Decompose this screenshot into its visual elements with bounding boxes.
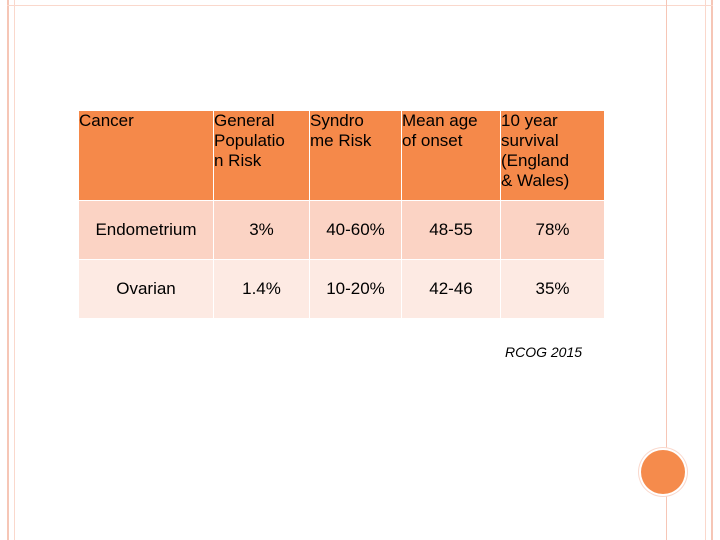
slide-top-line: [7, 5, 713, 6]
cell-mean-age: 48-55: [401, 200, 501, 260]
cell-mean-age: 42-46: [401, 259, 501, 319]
slide-frame-outer: [7, 0, 713, 540]
cell-syndrome-risk: 10-20%: [309, 259, 402, 319]
cell-cancer: Endometrium: [78, 200, 214, 260]
table-row: Ovarian 1.4% 10-20% 42-46 35%: [78, 259, 605, 319]
decorative-circle: [641, 450, 685, 494]
header-mean-age-of-onset: Mean age of onset: [401, 110, 501, 201]
cell-cancer: Ovarian: [78, 259, 214, 319]
header-general-population-risk: General Populatio n Risk: [213, 110, 310, 201]
slide-frame-inner: [14, 0, 706, 540]
header-cancer: Cancer: [78, 110, 214, 201]
slide-side-rule: [666, 0, 667, 540]
header-10-year-survival: 10 year survival (England & Wales): [500, 110, 605, 201]
table-row: Endometrium 3% 40-60% 48-55 78%: [78, 200, 605, 260]
table-header-row: Cancer General Populatio n Risk Syndro m…: [78, 110, 605, 201]
cell-syndrome-risk: 40-60%: [309, 200, 402, 260]
cell-survival: 35%: [500, 259, 605, 319]
cell-general-risk: 1.4%: [213, 259, 310, 319]
header-syndrome-risk: Syndro me Risk: [309, 110, 402, 201]
cancer-risk-table: Cancer General Populatio n Risk Syndro m…: [78, 110, 605, 319]
citation-text: RCOG 2015: [505, 344, 583, 360]
cell-survival: 78%: [500, 200, 605, 260]
cell-general-risk: 3%: [213, 200, 310, 260]
